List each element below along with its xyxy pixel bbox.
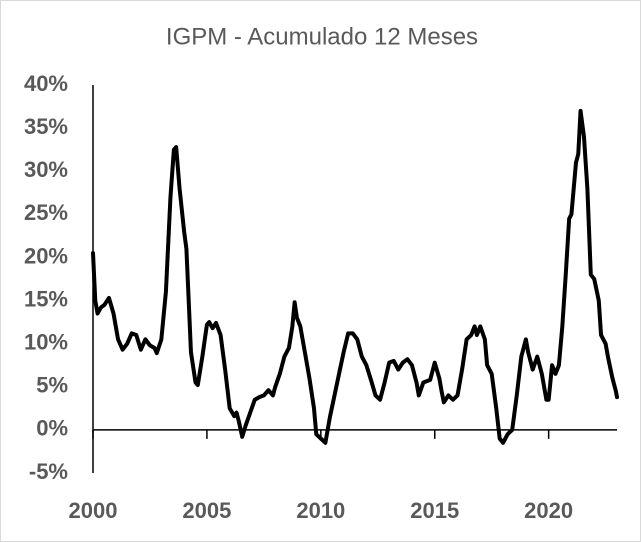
chart-title: IGPM - Acumulado 12 Meses (166, 23, 478, 50)
y-tick-label: 15% (24, 286, 68, 311)
y-tick-label: 40% (24, 71, 68, 96)
x-tick-label: 2000 (69, 498, 118, 523)
y-tick-label: 5% (36, 373, 68, 398)
y-tick-label: 10% (24, 329, 68, 354)
x-tick-label: 2010 (296, 498, 345, 523)
x-tick-label: 2005 (182, 498, 231, 523)
y-tick-label: 30% (24, 157, 68, 182)
y-tick-label: -5% (29, 459, 68, 484)
x-tick-label: 2015 (410, 498, 459, 523)
data-line (91, 108, 619, 445)
y-tick-label: 20% (24, 243, 68, 268)
y-tick-label: 25% (24, 200, 68, 225)
y-tick-label: 35% (24, 114, 68, 139)
x-tick-label: 2020 (524, 498, 573, 523)
y-tick-label: 0% (36, 416, 68, 441)
